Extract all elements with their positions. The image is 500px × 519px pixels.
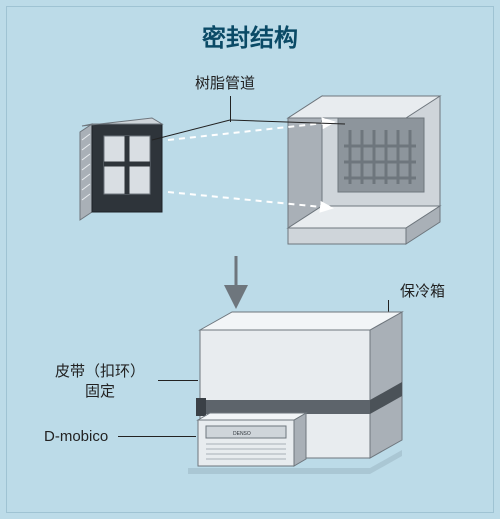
diagram-svg: DENSO — [0, 0, 500, 519]
assembly: DENSO — [188, 312, 402, 474]
small-panel — [80, 116, 162, 220]
brand-text: DENSO — [233, 431, 251, 437]
large-box — [288, 96, 458, 244]
